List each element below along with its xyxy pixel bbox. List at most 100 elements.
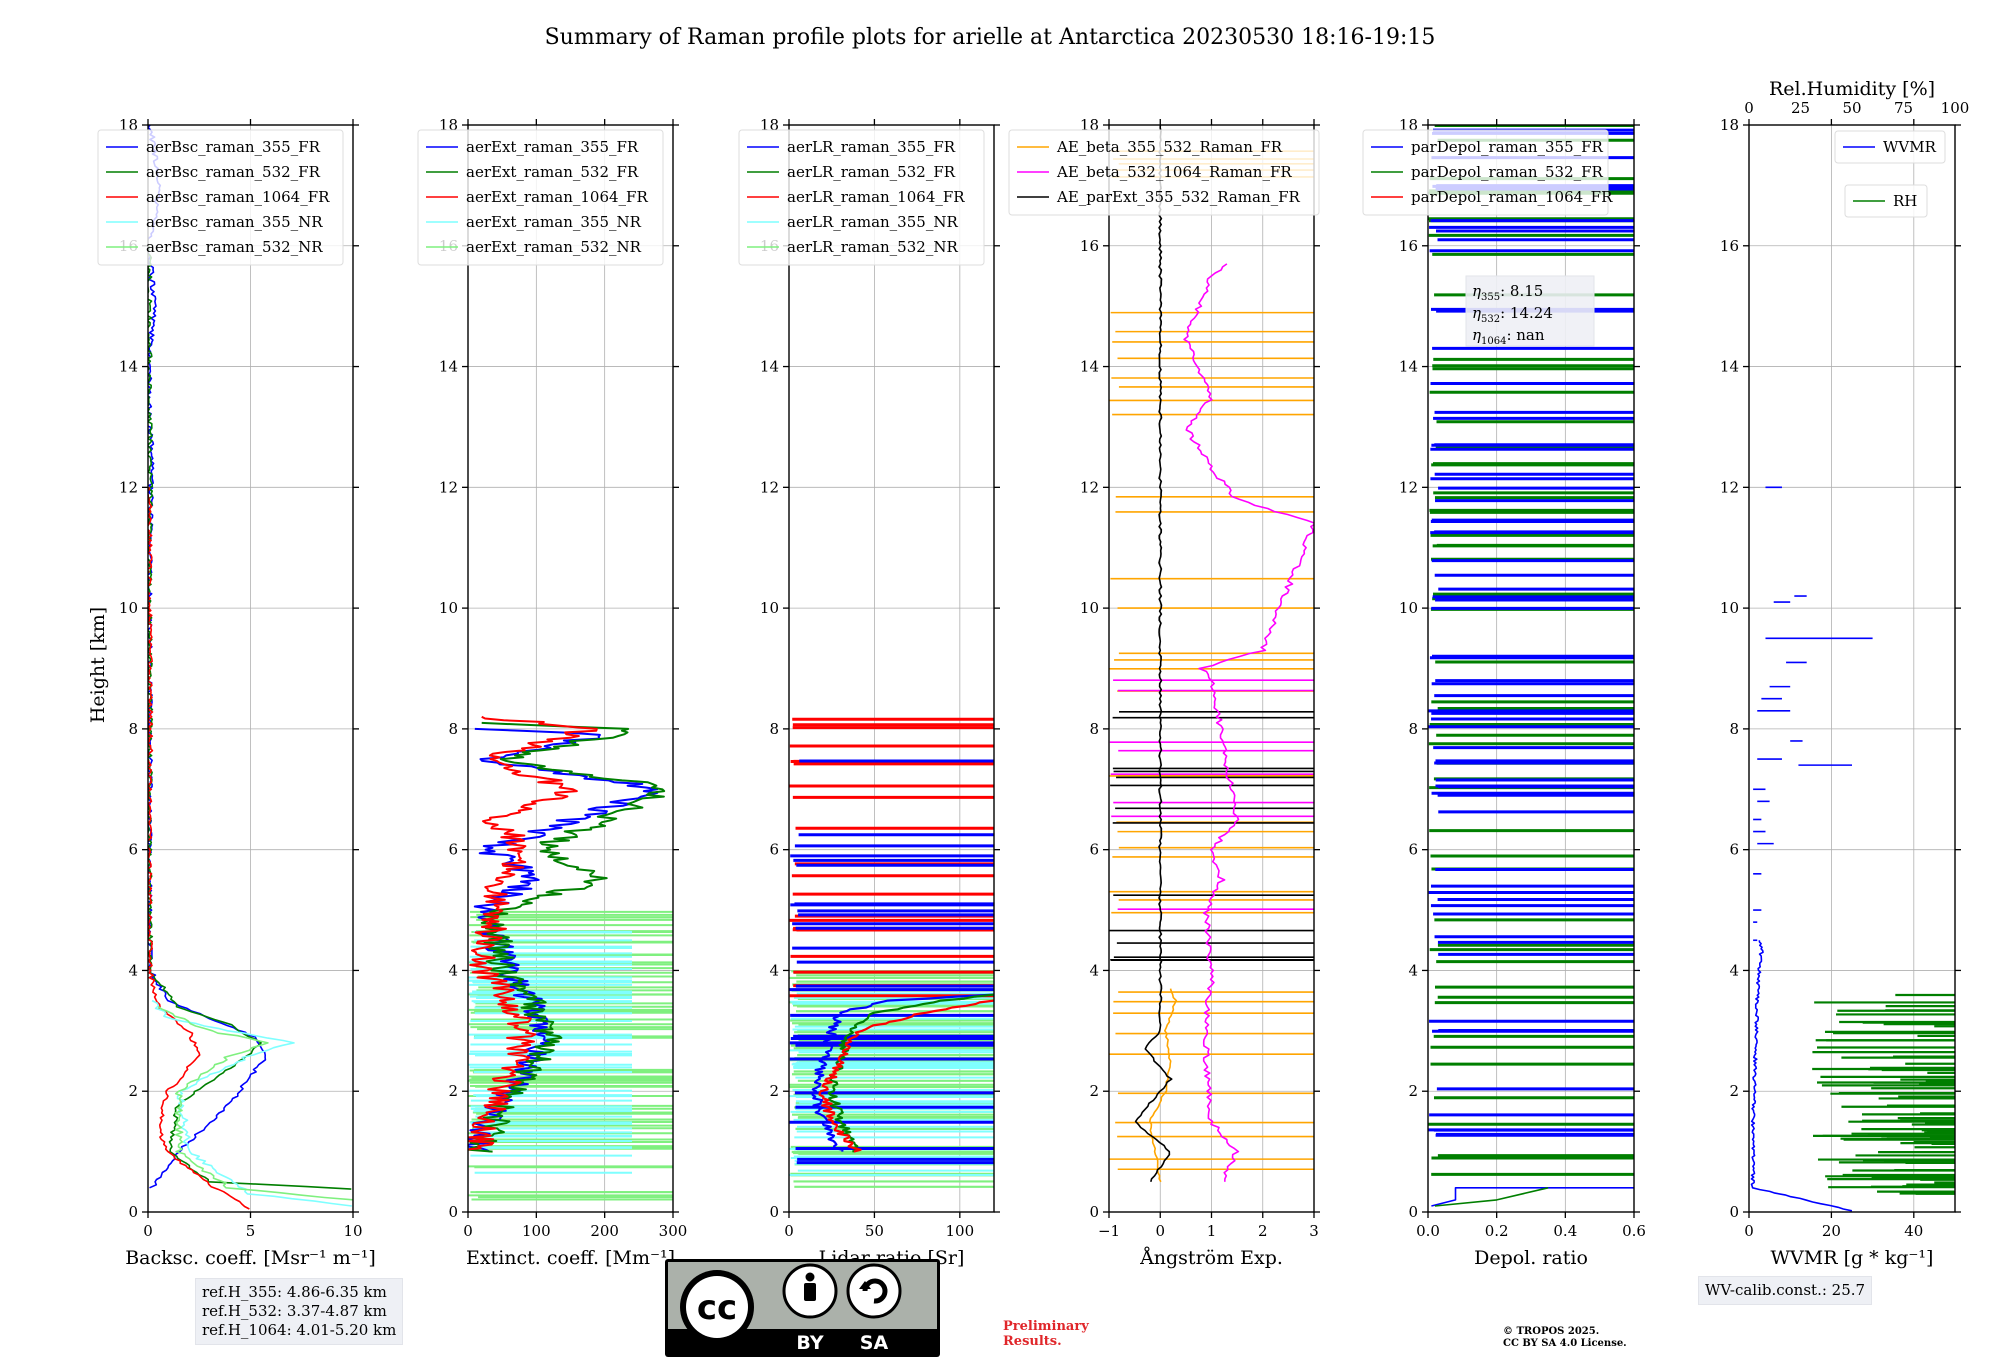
- legend-box: [417, 129, 664, 266]
- y-tick-label: 0: [1089, 1203, 1099, 1221]
- y-tick-label: 12: [1720, 478, 1739, 496]
- x-tick-label: 10: [343, 1222, 362, 1240]
- series-group: [1750, 486, 1955, 1212]
- eta-355: η355: 8.15: [1472, 282, 1543, 303]
- wv-calib-box: WV-calib.const.: 25.7: [1698, 1276, 1873, 1305]
- x-axis-label: Backsc. coeff. [Msr⁻¹ m⁻¹]: [125, 1247, 376, 1269]
- y-tick-label: 14: [1399, 358, 1418, 376]
- y-tick-label: 8: [1408, 720, 1418, 738]
- y-tick-label: 14: [760, 358, 779, 376]
- y-tick-label: 16: [1399, 237, 1418, 255]
- legend-label: aerExt_raman_532_NR: [466, 238, 642, 256]
- y-tick-label: 2: [128, 1082, 138, 1100]
- y-tick-label: 10: [119, 599, 138, 617]
- legend-box: [97, 129, 344, 266]
- x-tick-label: 300: [659, 1222, 688, 1240]
- eta-1064: η1064: nan: [1472, 326, 1545, 347]
- x-tick-label: 0: [1155, 1222, 1165, 1240]
- axes-frame: [1427, 124, 1635, 1213]
- x-tick-label: 40: [1904, 1222, 1923, 1240]
- legend-box: [1834, 130, 1946, 164]
- legend-label: AE_beta_355_532_Raman_FR: [1056, 138, 1283, 156]
- x-axis-label: Extinct. coeff. [Mm⁻¹]: [466, 1247, 675, 1269]
- y-tick-label: 6: [1729, 841, 1739, 859]
- axes-frame: [1748, 124, 1956, 1213]
- copyright-line-1: © TROPOS 2025.: [1503, 1326, 1600, 1337]
- y-tick-label: 2: [1729, 1082, 1739, 1100]
- series-WVMR: [1750, 940, 1853, 1212]
- legend-label: aerExt_raman_355_NR: [466, 213, 642, 231]
- y-tick-label: 8: [128, 720, 138, 738]
- legend-label: WVMR: [1883, 138, 1937, 156]
- y-tick-label: 2: [448, 1082, 458, 1100]
- eta-bg: [1465, 275, 1595, 347]
- top-tick-label: 75: [1894, 99, 1913, 117]
- x-tick-label: 50: [865, 1222, 884, 1240]
- series-group: [1428, 125, 1634, 1207]
- y-tick-label: 4: [1089, 961, 1099, 979]
- series-AE_parExt_355_532_Raman_FR: [1134, 125, 1173, 1183]
- sa-text: SA: [860, 1332, 889, 1354]
- series-aerBsc_raman_355_NR: [151, 999, 352, 1207]
- preliminary-line-2: Results.: [1003, 1334, 1062, 1349]
- preliminary-note: Preliminary Results.: [1003, 1319, 1089, 1349]
- legend-label: aerExt_raman_532_FR: [466, 163, 639, 181]
- series-aerLR_raman_1064_FR: [818, 999, 994, 1153]
- legend-ae: AE_beta_355_532_Raman_FR AE_beta_532_1064…: [1008, 129, 1320, 216]
- series-group: [468, 715, 673, 1201]
- y-tick-label: 2: [1408, 1082, 1418, 1100]
- top-tick-label: 50: [1842, 99, 1861, 117]
- x-axis-label: WVMR [g * kg⁻¹]: [1771, 1247, 1934, 1269]
- y-tick-label: 0: [1729, 1203, 1739, 1221]
- legend-bsc: aerBsc_raman_355_FR aerBsc_raman_532_FRae…: [97, 129, 344, 266]
- y-tick-label: 10: [439, 599, 458, 617]
- y-tick-label: 14: [1720, 358, 1739, 376]
- legend-label: parDepol_raman_532_FR: [1411, 163, 1604, 181]
- x-tick-label: 2: [1258, 1222, 1268, 1240]
- y-tick-label: 0: [769, 1203, 779, 1221]
- y-tick-label: 10: [1080, 599, 1099, 617]
- y-tick-label: 6: [1089, 841, 1099, 859]
- legend-box: [1362, 129, 1609, 216]
- series-aerBsc_raman_532_FR: [148, 245, 352, 1190]
- top-tick-label: 0: [1744, 99, 1754, 117]
- x-tick-label: 200: [590, 1222, 619, 1240]
- y-tick-label: 8: [1729, 720, 1739, 738]
- legend-label: aerBsc_raman_532_NR: [146, 238, 323, 256]
- x-tick-label: 0.0: [1416, 1222, 1440, 1240]
- x-tick-label: 20: [1822, 1222, 1841, 1240]
- x-tick-label: 5: [246, 1222, 256, 1240]
- y-tick-label: 10: [1399, 599, 1418, 617]
- legend-label: aerLR_raman_1064_FR: [787, 188, 965, 206]
- x-tick-label: 0: [143, 1222, 153, 1240]
- cc-text: cc: [697, 1288, 737, 1328]
- y-tick-label: 4: [1729, 961, 1739, 979]
- y-tick-label: 12: [439, 478, 458, 496]
- y-tick-label: 6: [448, 841, 458, 859]
- y-tick-label: 2: [1089, 1082, 1099, 1100]
- legend-wv: WVMR RH: [1834, 130, 1946, 218]
- legend-box: [738, 129, 985, 266]
- y-axis-label: Height [km]: [87, 607, 109, 723]
- series-aerBsc_raman_532_NR: [157, 1006, 353, 1201]
- x-tick-label: 3: [1309, 1222, 1319, 1240]
- top-axis-label: Rel.Humidity [%]: [1769, 78, 1935, 100]
- series-AE_beta_355_532_Raman_FR: [1149, 988, 1178, 1183]
- y-tick-label: 18: [1720, 116, 1739, 134]
- panel-ext: 0246810121416180100200300Extinct. coeff.…: [417, 116, 688, 1269]
- legend-box: [1844, 184, 1928, 218]
- y-tick-label: 12: [760, 478, 779, 496]
- y-tick-label: 14: [1080, 358, 1099, 376]
- panel-bsc: 0246810121416180510Backsc. coeff. [Msr⁻¹…: [97, 116, 376, 1269]
- panel-lr: 024681012141618050100Lidar ratio [Sr]aer…: [738, 116, 1000, 1269]
- y-tick-label: 14: [439, 358, 458, 376]
- figure-title: Summary of Raman profile plots for ariel…: [545, 25, 1436, 50]
- y-tick-label: 12: [119, 478, 138, 496]
- preliminary-line-1: Preliminary: [1003, 1319, 1089, 1334]
- y-tick-label: 0: [128, 1203, 138, 1221]
- legend-label: parDepol_raman_355_FR: [1411, 138, 1604, 156]
- x-tick-label: 0.6: [1622, 1222, 1646, 1240]
